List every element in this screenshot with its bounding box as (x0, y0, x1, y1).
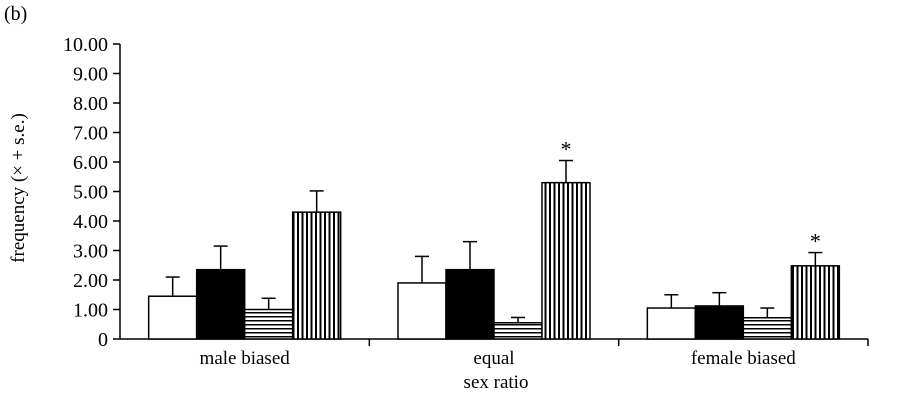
bar (694, 305, 745, 340)
x-category-label: female biased (691, 348, 796, 369)
y-tick-label: 0 (98, 329, 108, 351)
bar (243, 308, 294, 340)
bar (445, 268, 495, 340)
y-tick-label: 5.00 (73, 182, 108, 204)
y-tick-label: 7.00 (73, 123, 108, 145)
x-category-label: male biased (200, 348, 291, 369)
y-tick-label: 10.00 (63, 34, 108, 56)
bar (541, 181, 591, 340)
bar (742, 317, 793, 340)
y-tick-label: 1.00 (73, 300, 108, 322)
bar (195, 268, 246, 340)
y-tick-label: 4.00 (73, 211, 108, 233)
y-tick-label: 8.00 (73, 93, 108, 115)
significance-marker: * (810, 229, 821, 254)
y-tick-label: 3.00 (73, 241, 108, 263)
y-tick-label: 6.00 (73, 152, 108, 174)
bar (291, 211, 342, 340)
y-tick-label: 2.00 (73, 270, 108, 292)
bar (646, 307, 697, 340)
panel-label: (b) (4, 3, 27, 25)
bar (147, 295, 198, 340)
significance-marker: * (561, 137, 572, 162)
bar (397, 282, 447, 340)
bars: ** (147, 137, 841, 340)
y-axis-title: frequency (× + s.e.) (8, 113, 29, 263)
bar (493, 322, 543, 340)
x-axis-title: sex ratio (464, 372, 529, 393)
y-tick-label: 9.00 (73, 64, 108, 86)
bar (790, 265, 841, 340)
x-category-label: equal (473, 348, 514, 369)
axes: 0 1.00 2.00 3.00 4.00 5.00 6.00 7.00 8.00 9.00 10.… (63, 34, 869, 369)
